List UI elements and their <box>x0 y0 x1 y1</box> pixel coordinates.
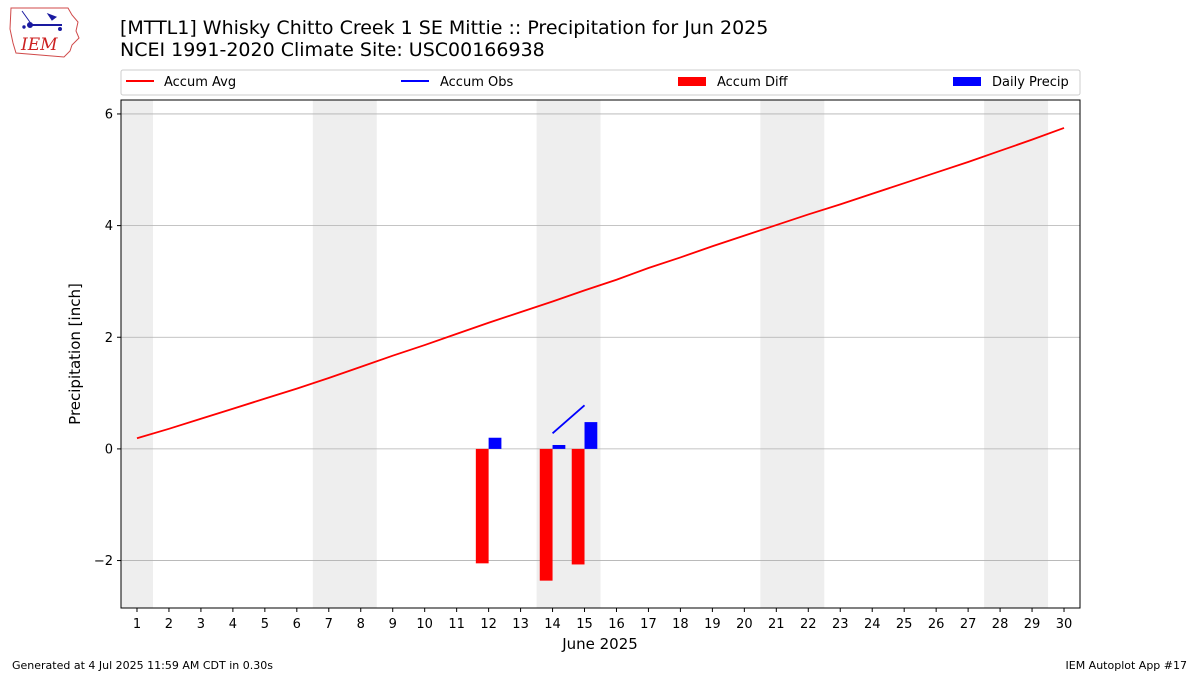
accum-avg-line <box>136 127 1065 440</box>
y-tick-label: 2 <box>105 331 113 346</box>
grid-lines <box>121 113 1080 561</box>
y-tick-label: 4 <box>105 219 113 234</box>
weekend-shade <box>760 100 825 608</box>
x-tick-label: 25 <box>896 617 913 632</box>
x-tick-label: 27 <box>960 617 977 632</box>
legend-swatch-daily-precip <box>953 77 981 86</box>
accum-diff-bar <box>571 448 585 565</box>
weekend-shade <box>984 100 1049 608</box>
y-tick-label: −2 <box>94 554 113 569</box>
weekend-shading <box>121 100 1049 608</box>
x-tick-label: 9 <box>389 617 397 632</box>
generated-timestamp: Generated at 4 Jul 2025 11:59 AM CDT in … <box>12 659 273 672</box>
accum-diff-bar <box>475 448 489 564</box>
weekend-shade <box>312 100 377 608</box>
legend-frame <box>120 69 1081 96</box>
x-tick-label: 1 <box>133 617 141 632</box>
x-tick-label: 11 <box>448 617 465 632</box>
iem-logo: IEM <box>9 7 80 58</box>
x-axis-ticks: 1 2 3 4 5 6 7 8 9 10 11 12 13 14 15 16 17 18 19 20 21 22 23 24 2… <box>133 608 1072 632</box>
x-tick-label: 23 <box>832 617 849 632</box>
daily-precip-bar <box>552 444 566 449</box>
x-tick-label: 16 <box>608 617 625 632</box>
x-tick-label: 30 <box>1056 617 1073 632</box>
weather-instrument-icon <box>21 10 62 31</box>
legend: Accum Avg Accum Obs Accum Diff Daily Pre… <box>120 69 1081 96</box>
x-tick-label: 14 <box>544 617 561 632</box>
daily-precip-bar <box>584 422 598 449</box>
legend-label-accum-diff: Accum Diff <box>717 75 789 90</box>
x-tick-label: 13 <box>512 617 529 632</box>
x-tick-label: 4 <box>229 617 237 632</box>
y-axis-ticks: −2 0 2 4 6 <box>94 107 121 569</box>
iowa-map-outline-icon <box>9 7 80 58</box>
x-tick-label: 20 <box>736 617 753 632</box>
x-tick-label: 2 <box>165 617 173 632</box>
plot-frame <box>120 99 1081 609</box>
x-tick-label: 28 <box>992 617 1009 632</box>
x-axis-label: June 2025 <box>561 635 638 653</box>
chart-subtitle: NCEI 1991-2020 Climate Site: USC00166938 <box>120 39 545 61</box>
app-label: IEM Autoplot App #17 <box>1065 659 1188 672</box>
accum-obs-line <box>551 404 586 434</box>
x-tick-label: 26 <box>928 617 945 632</box>
bars <box>475 422 598 581</box>
legend-label-daily-precip: Daily Precip <box>992 75 1069 90</box>
x-tick-label: 8 <box>357 617 365 632</box>
x-tick-label: 21 <box>768 617 785 632</box>
x-tick-label: 10 <box>416 617 433 632</box>
chart-title: [MTTL1] Whisky Chitto Creek 1 SE Mittie … <box>120 17 769 39</box>
x-tick-label: 7 <box>325 617 333 632</box>
logo-text: IEM <box>20 35 58 55</box>
legend-label-accum-obs: Accum Obs <box>440 75 513 90</box>
weekend-shade <box>121 100 153 608</box>
daily-precip-bar <box>488 437 502 449</box>
x-tick-label: 3 <box>197 617 205 632</box>
x-tick-label: 24 <box>864 617 881 632</box>
x-tick-label: 6 <box>293 617 301 632</box>
y-tick-label: 6 <box>105 107 113 122</box>
legend-label-accum-avg: Accum Avg <box>164 75 236 90</box>
legend-swatch-accum-diff <box>678 77 706 86</box>
x-tick-label: 19 <box>704 617 721 632</box>
y-axis-label: Precipitation [inch] <box>66 283 84 425</box>
x-tick-label: 17 <box>640 617 657 632</box>
x-tick-label: 12 <box>480 617 497 632</box>
y-tick-label: 0 <box>105 442 113 457</box>
x-tick-label: 5 <box>261 617 269 632</box>
x-tick-label: 15 <box>576 617 593 632</box>
x-tick-label: 18 <box>672 617 689 632</box>
x-tick-label: 29 <box>1024 617 1041 632</box>
lines <box>136 127 1065 440</box>
x-tick-label: 22 <box>800 617 817 632</box>
accum-diff-bar <box>539 448 553 581</box>
